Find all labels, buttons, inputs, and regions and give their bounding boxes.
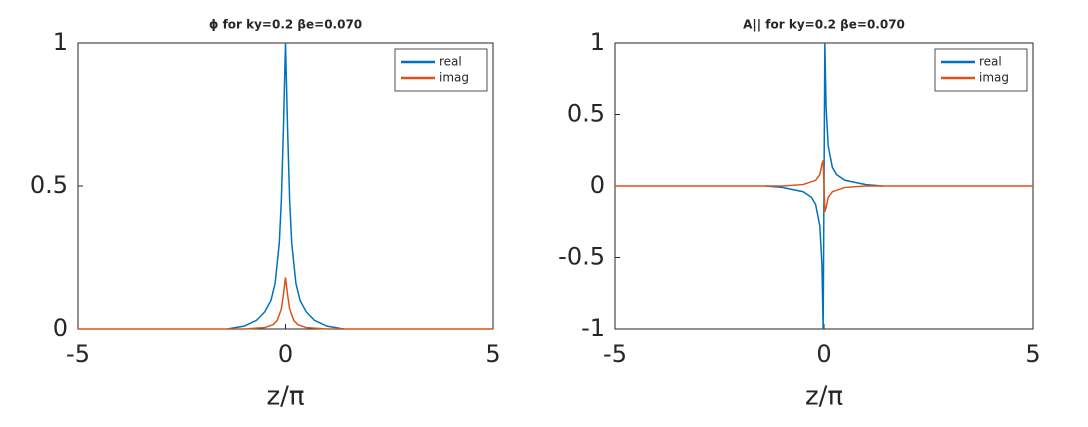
series-line	[78, 277, 493, 330]
legend-label: imag	[439, 71, 469, 85]
y-tick-label: -0.5	[558, 243, 605, 271]
legend-box	[394, 48, 488, 92]
x-axis-label: z/π	[805, 382, 843, 412]
legend-label: real	[979, 55, 1002, 69]
y-tick-label: 0.5	[567, 100, 605, 128]
x-tick-label: 0	[278, 340, 293, 368]
y-tick-label: 1	[590, 28, 605, 56]
x-tick-label: -5	[603, 340, 627, 368]
y-tick-label: 0	[590, 171, 605, 199]
chart-title: A|| for ky=0.2 βe=0.070	[743, 18, 905, 32]
x-tick-label: 5	[1025, 340, 1040, 368]
legend-label: imag	[979, 71, 1009, 85]
y-tick-label: 1	[53, 28, 68, 56]
y-tick-label: 0	[53, 314, 68, 342]
x-tick-label: 5	[485, 340, 500, 368]
series-line	[227, 42, 344, 330]
legend-box	[934, 48, 1028, 92]
y-tick-label: -1	[581, 314, 605, 342]
x-tick-label: 0	[816, 340, 831, 368]
chart-title: ϕ for ky=0.2 βe=0.070	[209, 18, 362, 32]
series-line	[615, 160, 1033, 212]
y-tick-label: 0.5	[30, 171, 68, 199]
x-tick-label: -5	[66, 340, 90, 368]
legend-label: real	[439, 55, 462, 69]
x-axis-label: z/π	[266, 382, 304, 412]
